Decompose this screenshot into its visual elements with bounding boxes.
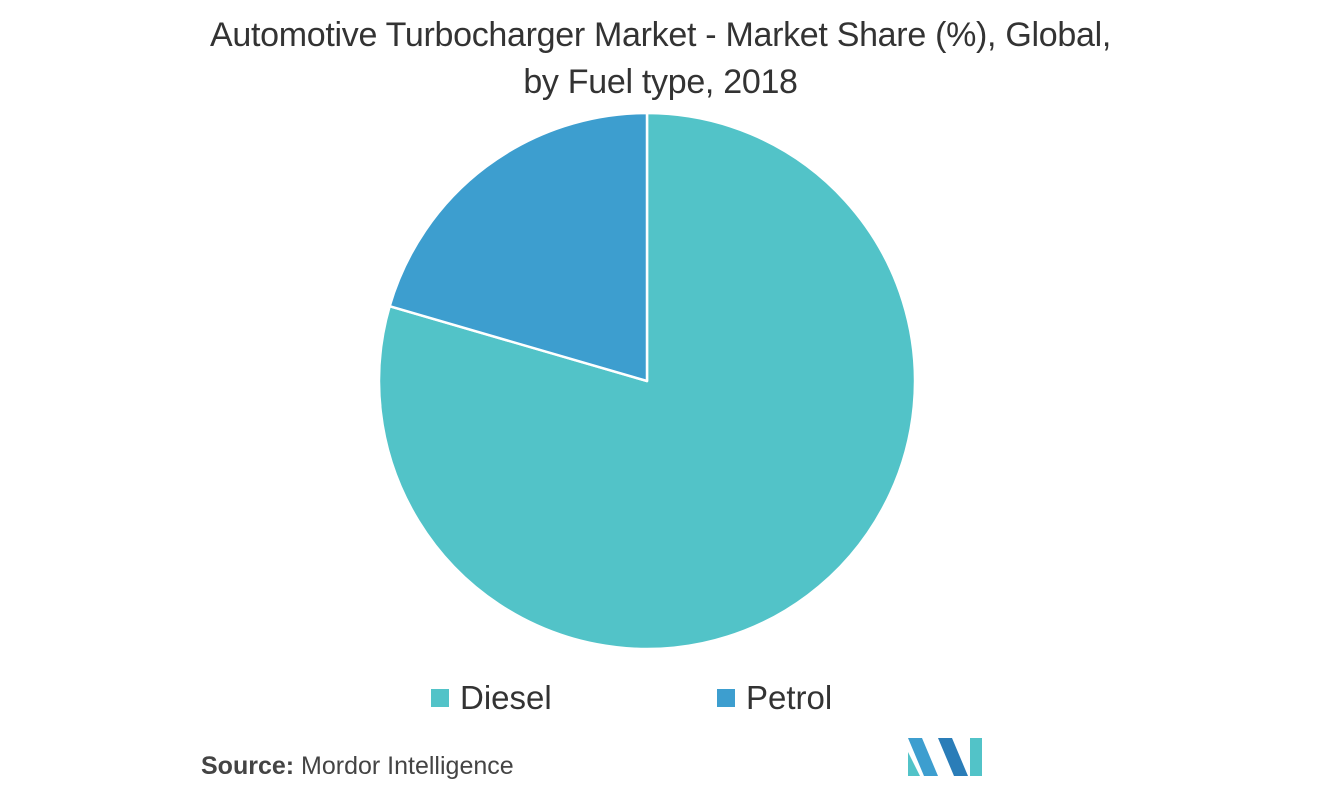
chart-title-line-2: by Fuel type, 2018 xyxy=(523,63,798,101)
mordor-intelligence-logo-icon xyxy=(908,738,982,776)
legend-swatch-diesel xyxy=(431,689,449,707)
source-note: Source: Mordor Intelligence xyxy=(201,752,514,781)
legend-item-petrol: Petrol xyxy=(717,676,832,720)
source-label: Source: xyxy=(201,752,295,780)
source-text: Mordor Intelligence xyxy=(301,752,514,780)
legend-swatch-petrol xyxy=(717,689,735,707)
chart-title-line-1: Automotive Turbocharger Market - Market … xyxy=(210,16,1111,54)
chart-legend: Diesel Petrol xyxy=(0,676,1321,720)
chart-title: Automotive Turbocharger Market - Market … xyxy=(0,12,1321,106)
pie-slice-petrol xyxy=(388,111,649,383)
legend-label-diesel: Diesel xyxy=(460,679,552,716)
legend-item-diesel: Diesel xyxy=(431,676,552,720)
legend-label-petrol: Petrol xyxy=(746,679,833,716)
